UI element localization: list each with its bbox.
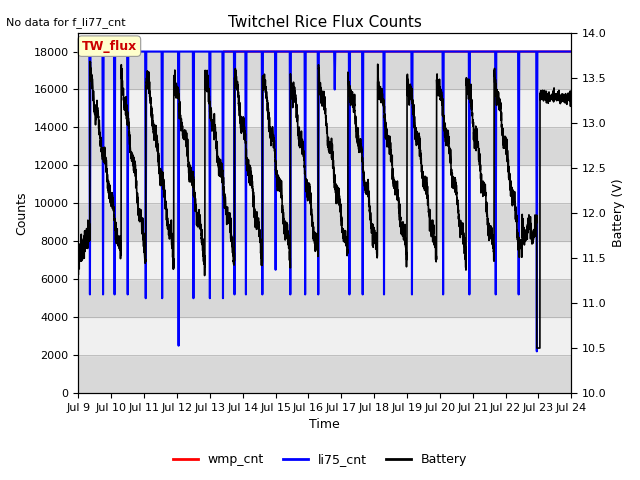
Bar bbox=[79, 204, 572, 241]
Bar bbox=[79, 128, 572, 166]
Bar bbox=[79, 317, 572, 355]
Legend: wmp_cnt, li75_cnt, Battery: wmp_cnt, li75_cnt, Battery bbox=[168, 448, 472, 471]
Bar bbox=[79, 279, 572, 317]
Bar bbox=[79, 166, 572, 204]
Y-axis label: Counts: Counts bbox=[15, 191, 28, 235]
Text: TW_flux: TW_flux bbox=[82, 40, 137, 53]
Bar bbox=[79, 241, 572, 279]
Title: Twitchel Rice Flux Counts: Twitchel Rice Flux Counts bbox=[228, 15, 422, 30]
X-axis label: Time: Time bbox=[310, 419, 340, 432]
Bar bbox=[79, 355, 572, 393]
Bar bbox=[79, 89, 572, 128]
Y-axis label: Battery (V): Battery (V) bbox=[612, 179, 625, 247]
Bar bbox=[79, 51, 572, 89]
Text: No data for f_li77_cnt: No data for f_li77_cnt bbox=[6, 17, 126, 28]
